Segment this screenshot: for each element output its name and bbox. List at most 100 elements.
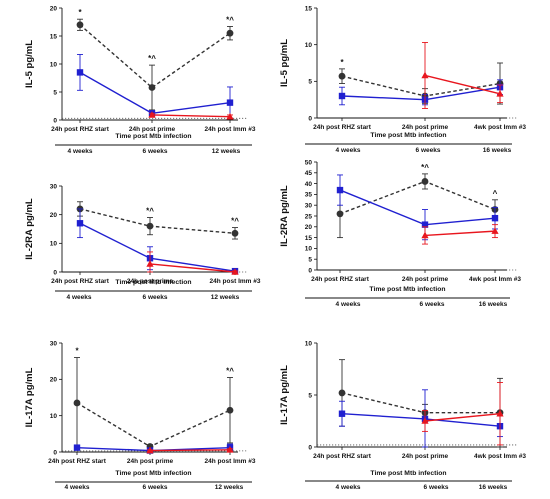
- series-1: [338, 62, 504, 105]
- y-tick-label: 15: [50, 33, 58, 40]
- significance-mark: *: [340, 58, 344, 67]
- y-tick-label: 20: [50, 5, 58, 12]
- data-point: [336, 210, 344, 218]
- x-category-label: 24h post RHZ start: [51, 278, 110, 285]
- chart-panel-4: 0 5 10 15 20 25 30 35 40 45 50 IL-2RA pg/mL 24h post…: [279, 159, 521, 308]
- data-point: [226, 406, 234, 414]
- data-point: [146, 260, 154, 267]
- data-point: [148, 84, 156, 91]
- series-3: [421, 382, 504, 446]
- series-line: [341, 75, 501, 97]
- series-line: [339, 189, 496, 226]
- y-tick-label: 10: [50, 61, 58, 68]
- x-axis-title: Time post Mtb infection: [115, 133, 191, 140]
- significance-mark: *^: [146, 207, 154, 216]
- significance-mark: *: [78, 8, 82, 17]
- series-1: [338, 359, 504, 448]
- series-3: [421, 224, 499, 245]
- y-tick-label: 25: [305, 213, 313, 220]
- x-category-label: 24h post RHZ start: [51, 126, 110, 133]
- data-point: [338, 410, 346, 417]
- y-tick-label: 0: [53, 449, 57, 456]
- series-3: [421, 42, 504, 109]
- series-line: [79, 222, 236, 272]
- time-point-label: 4 weeks: [65, 484, 90, 491]
- series-line: [341, 392, 500, 414]
- x-category-label: 24h post Imm #3: [210, 278, 261, 285]
- x-category-label: 24h post RHZ start: [311, 276, 370, 283]
- y-tick-label: 20: [50, 377, 58, 384]
- series-line: [149, 449, 231, 452]
- x-category-label: 24h post prime: [402, 453, 449, 460]
- time-point-label: 12 weeks: [212, 148, 241, 155]
- x-axis-title: Time post Mtb infection: [370, 132, 446, 139]
- data-point: [146, 446, 154, 454]
- series-line: [79, 71, 231, 115]
- time-point-label: 12 weeks: [215, 484, 244, 491]
- y-tick-label: 30: [305, 203, 313, 210]
- data-point: [491, 214, 499, 222]
- significance-mark: *^: [226, 367, 234, 376]
- series-1: [73, 357, 234, 450]
- y-axis-label: IL-17A pg/mL: [279, 365, 290, 425]
- data-point: [76, 69, 84, 76]
- series-1: [76, 18, 234, 111]
- data-point: [226, 99, 234, 106]
- chart-panel-1: 0 5 10 15 20 IL-5 pg/mL 24h post RHZ start 24h …: [24, 5, 256, 155]
- y-tick-label: 30: [50, 340, 58, 347]
- x-category-label: 24h post RHZ start: [48, 458, 107, 465]
- y-tick-label: 5: [53, 89, 57, 96]
- y-tick-label: 5: [308, 79, 312, 86]
- time-point-label: 16 weeks: [483, 147, 512, 154]
- series-3: [148, 111, 234, 120]
- data-point: [226, 29, 234, 37]
- significance-mark: *^: [148, 54, 156, 63]
- x-category-label: 24h post prime: [402, 124, 449, 131]
- series-line: [149, 263, 236, 273]
- data-point: [491, 227, 499, 234]
- x-category-label: 24h post prime: [127, 278, 174, 285]
- y-tick-label: 20: [305, 224, 313, 231]
- y-tick-label: 0: [308, 267, 312, 274]
- x-axis-title: Time post Mtb infection: [115, 470, 191, 477]
- data-point: [73, 399, 81, 407]
- time-point-label: 6 weeks: [424, 484, 449, 491]
- x-category-label: 24h post RHZ start: [313, 124, 372, 131]
- y-tick-label: 10: [305, 340, 313, 347]
- data-point: [76, 220, 84, 227]
- y-tick-label: 10: [305, 42, 313, 49]
- x-axis-title: Time post Mtb infection: [370, 470, 446, 477]
- significance-mark: *: [75, 347, 79, 356]
- y-axis-label: IL-2RA pg/mL: [279, 185, 290, 247]
- time-point-label: 12 weeks: [211, 294, 240, 301]
- time-point-label: 6 weeks: [143, 148, 168, 155]
- series-2: [336, 174, 499, 241]
- series-line: [424, 230, 496, 237]
- data-point: [231, 268, 239, 275]
- chart-panel-2: 0 5 10 15 IL-5 pg/mL 24h post RHZ start 24h po…: [279, 5, 526, 154]
- significance-mark: *^: [231, 217, 239, 226]
- data-point: [146, 222, 154, 230]
- x-axis-title: Time post Mtb infection: [115, 279, 191, 286]
- series-3: [146, 446, 234, 454]
- data-point: [496, 90, 504, 97]
- y-axis-label: IL-5 pg/mL: [24, 40, 35, 88]
- data-point: [336, 186, 344, 194]
- data-point: [338, 72, 346, 80]
- y-tick-label: 5: [308, 392, 312, 399]
- data-point: [421, 178, 429, 185]
- time-point-label: 4 weeks: [67, 294, 92, 301]
- y-tick-label: 5: [308, 257, 312, 264]
- y-tick-label: 10: [50, 241, 58, 248]
- series-2: [338, 79, 504, 106]
- series-line: [79, 208, 236, 234]
- data-point: [421, 221, 429, 228]
- y-tick-label: 30: [50, 183, 58, 190]
- y-tick-label: 40: [305, 181, 313, 188]
- significance-mark: *^: [226, 15, 234, 24]
- x-category-label: 4wk post Imm #3: [474, 124, 526, 131]
- chart-panel-3: 0 10 20 30 IL-2RA pg/mL 24h post RHZ start 24h…: [24, 183, 261, 301]
- series-3: [146, 251, 239, 275]
- y-tick-label: 35: [305, 192, 313, 199]
- time-point-label: 6 weeks: [143, 294, 168, 301]
